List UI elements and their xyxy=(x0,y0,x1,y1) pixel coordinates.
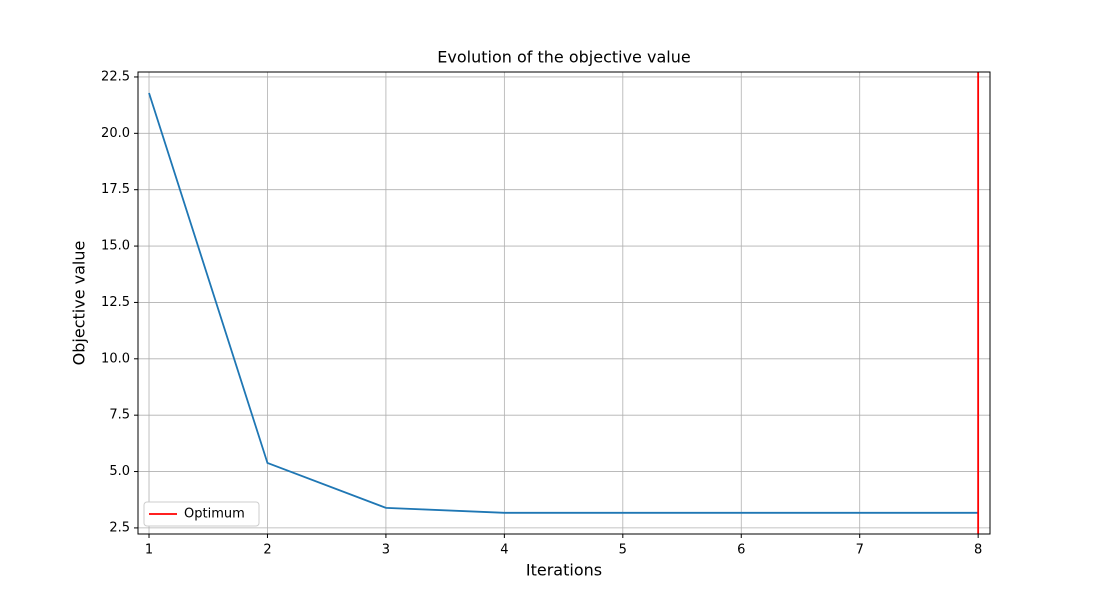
y-tick-label: 12.5 xyxy=(101,295,130,310)
x-tick-label: 8 xyxy=(974,543,982,558)
x-tick-label: 2 xyxy=(263,543,271,558)
x-tick-label: 3 xyxy=(382,543,390,558)
y-tick-label: 17.5 xyxy=(101,182,130,197)
legend-box xyxy=(143,501,260,527)
x-tick-label: 5 xyxy=(619,543,627,558)
x-tick-label: 4 xyxy=(500,543,508,558)
y-tick-label: 7.5 xyxy=(109,408,130,423)
x-tick-label: 6 xyxy=(737,543,745,558)
y-tick-label: 15.0 xyxy=(101,239,130,254)
data-line xyxy=(148,92,979,514)
y-tick-label: 10.0 xyxy=(101,351,130,366)
chart-title: Evolution of the objective value xyxy=(437,48,690,67)
legend-label: Optimum xyxy=(184,507,245,522)
x-tick-label: 1 xyxy=(145,543,153,558)
y-tick-label: 2.5 xyxy=(109,520,130,535)
y-tick-label: 22.5 xyxy=(101,69,130,84)
plot-frame xyxy=(137,71,991,535)
x-axis-label: Iterations xyxy=(526,561,602,580)
x-tick-label: 7 xyxy=(856,543,864,558)
y-tick-label: 5.0 xyxy=(109,464,130,479)
y-tick-label: 20.0 xyxy=(101,126,130,141)
y-axis-label: Objective value xyxy=(70,241,89,366)
